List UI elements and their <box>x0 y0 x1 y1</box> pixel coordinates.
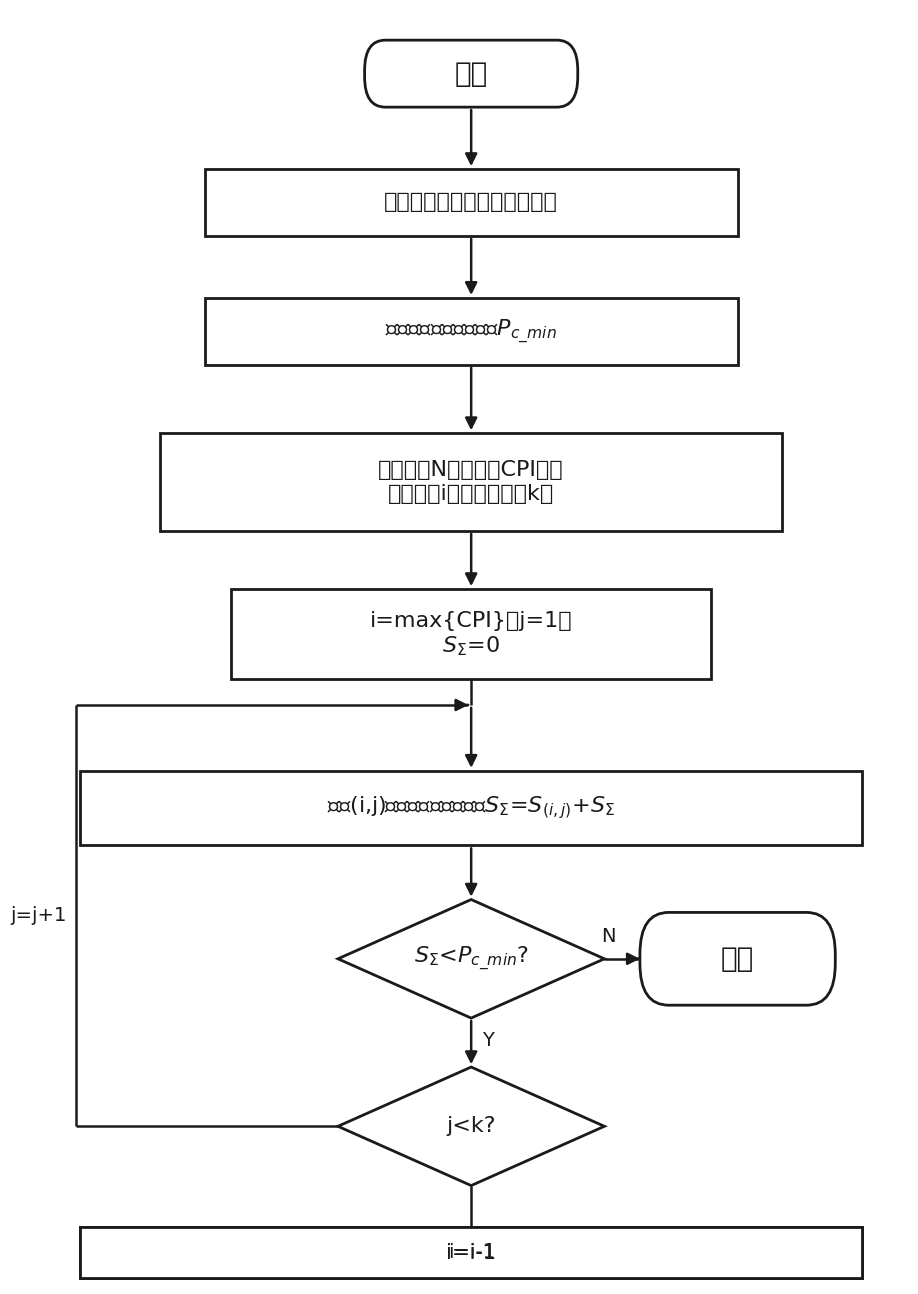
Text: 计算全部N台机组的CPI指标
优先级为i的风电机组有k台: 计算全部N台机组的CPI指标 优先级为i的风电机组有k台 <box>378 461 564 503</box>
Bar <box>205 298 737 365</box>
Text: Y: Y <box>482 1031 494 1049</box>
Bar <box>205 170 737 236</box>
Bar <box>81 771 862 845</box>
Bar <box>81 1227 862 1278</box>
Text: $S_{\Sigma}$<$P_{c\_min}$?: $S_{\Sigma}$<$P_{c\_min}$? <box>414 945 529 973</box>
Text: j<k?: j<k? <box>446 1117 496 1136</box>
Text: N: N <box>601 927 616 946</box>
Text: 将第(i,j)台风机归入切除组，$S_{\Sigma}$=$S_{(i,j)}$+$S_{\Sigma}$: 将第(i,j)台风机归入切除组，$S_{\Sigma}$=$S_{(i,j)}$… <box>327 795 615 822</box>
Text: 结束: 结束 <box>721 945 755 973</box>
Text: j=j+1: j=j+1 <box>11 906 67 925</box>
Text: 开始: 开始 <box>454 60 487 88</box>
Bar <box>161 433 782 531</box>
Text: i=max{CPI}，j=1，
$S_{\Sigma}$=0: i=max{CPI}，j=1， $S_{\Sigma}$=0 <box>370 611 573 657</box>
Polygon shape <box>338 899 604 1018</box>
Text: i=i-1: i=i-1 <box>446 1242 497 1263</box>
Text: 计算风电场最小切机量$P_{c\_min}$: 计算风电场最小切机量$P_{c\_min}$ <box>386 317 557 345</box>
Bar <box>81 1227 862 1278</box>
Bar <box>231 589 711 679</box>
FancyBboxPatch shape <box>640 912 835 1005</box>
Text: i=i-1: i=i-1 <box>448 1244 495 1262</box>
Text: 读取全网结构数据及故障信息: 读取全网结构数据及故障信息 <box>385 193 558 212</box>
Polygon shape <box>338 1068 604 1185</box>
FancyBboxPatch shape <box>364 40 577 107</box>
